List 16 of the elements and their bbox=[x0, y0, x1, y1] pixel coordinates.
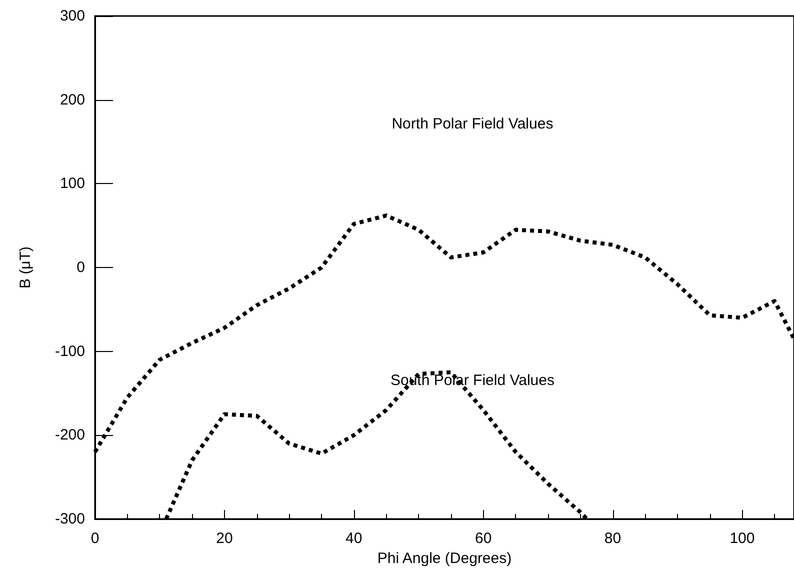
y-tick-label: -100 bbox=[54, 342, 85, 360]
y-tick-label: 200 bbox=[60, 91, 85, 108]
x-tick-label: 0 bbox=[90, 530, 100, 547]
y-tick-label: 300 bbox=[60, 8, 85, 24]
x-axis-title: Phi Angle (Degrees) bbox=[377, 550, 512, 567]
y-tick-label: 0 bbox=[76, 259, 85, 276]
x-tick-label: 20 bbox=[216, 530, 233, 547]
y-tick-label: 100 bbox=[60, 175, 85, 192]
y-tick-label: -200 bbox=[54, 426, 85, 444]
x-tick-label: 80 bbox=[604, 530, 622, 547]
x-tick-label: 60 bbox=[474, 530, 492, 547]
x-tick-label: 100 bbox=[730, 530, 755, 547]
x-tick-label: 40 bbox=[346, 530, 362, 547]
annotation: North Polar Field Values bbox=[392, 116, 554, 133]
y-tick-label: -300 bbox=[54, 510, 85, 528]
y-axis-title: B (μT) bbox=[17, 246, 34, 288]
